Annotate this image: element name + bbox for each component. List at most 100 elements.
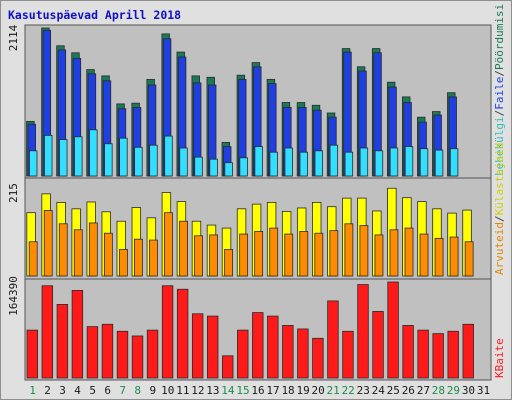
bar-kbaite	[206, 315, 219, 379]
bar-lehekulgi	[254, 146, 263, 177]
bar-kbaite	[387, 281, 399, 379]
x-tick-label: 14	[221, 384, 235, 397]
bar-lehekulgi	[104, 143, 113, 177]
bar-arvuteid	[239, 233, 249, 277]
bar-kbaite	[282, 325, 294, 379]
bar-lehekulgi	[329, 144, 339, 177]
bar-arvuteid	[449, 236, 459, 277]
bar-arvuteid	[464, 241, 474, 277]
bar-arvuteid	[374, 234, 384, 277]
bar-lehekulgi	[89, 129, 98, 177]
x-tick-label: 6	[104, 384, 111, 397]
bar-lehekulgi	[59, 139, 68, 177]
bar-lehekulgi	[404, 146, 414, 177]
x-tick-label: 30	[462, 384, 475, 397]
panel-pages	[24, 24, 492, 179]
bar-lehekulgi	[284, 147, 293, 177]
svg-text:Lehekülgi/Faile/Pöördumisi: Lehekülgi/Faile/Pöördumisi	[493, 4, 506, 176]
legend-visitors: Arvuteid/Külastajaid	[493, 143, 506, 275]
bar-kbaite	[101, 323, 114, 379]
legend-separator: /	[493, 110, 506, 117]
bar-kbaite	[146, 329, 159, 379]
legend-faile: Faile	[493, 77, 506, 110]
bar-arvuteid	[284, 233, 294, 277]
x-tick-label: 20	[312, 384, 325, 397]
bar-lehekulgi	[224, 162, 233, 177]
bar-lehekulgi	[119, 137, 128, 177]
bar-lehekulgi	[179, 147, 188, 177]
bar-kbaite	[41, 285, 54, 379]
bar-lehekulgi	[344, 151, 354, 177]
legend-arvuteid: Arvuteid	[493, 222, 506, 275]
bar-kbaite	[267, 315, 279, 379]
bar-lehekulgi	[389, 147, 399, 177]
legend-lehekulgi: Lehekülgi	[493, 116, 506, 176]
bar-lehekulgi	[164, 135, 173, 177]
bar-lehekulgi	[359, 147, 369, 177]
bar-lehekulgi	[374, 150, 384, 177]
bar-arvuteid	[269, 227, 279, 277]
bar-arvuteid	[359, 225, 369, 277]
legend-separator: /	[493, 70, 506, 77]
bar-lehekulgi	[149, 144, 158, 177]
bar-arvuteid	[419, 233, 429, 277]
bar-kbaite	[432, 333, 444, 379]
x-tick-label: 28	[432, 384, 445, 397]
x-tick-label: 21	[327, 384, 340, 397]
bar-arvuteid	[224, 249, 234, 277]
x-tick-label: 2	[44, 384, 51, 397]
legend-pages: Lehekülgi/Faile/Pöördumisi	[493, 4, 506, 176]
bar-lehekulgi	[28, 150, 38, 177]
bar-kbaite	[462, 323, 474, 379]
bar-lehekulgi	[434, 149, 444, 177]
bar-kbaite	[176, 288, 189, 379]
bar-arvuteid	[73, 229, 83, 277]
bar-kbaite	[342, 330, 354, 379]
x-tick-label: 9	[149, 384, 156, 397]
bar-lehekulgi	[299, 151, 308, 177]
bar-kbaite	[327, 300, 339, 379]
x-tick-label: 11	[176, 384, 189, 397]
bar-arvuteid	[254, 231, 264, 277]
bar-arvuteid	[404, 227, 414, 277]
bar-lehekulgi	[269, 151, 278, 177]
bar-kbaite	[252, 312, 264, 379]
bar-arvuteid	[329, 230, 339, 277]
bar-kbaite	[447, 330, 459, 379]
x-tick-label: 31	[477, 384, 490, 397]
legend-poordumisi: Pöördumisi	[493, 4, 506, 70]
x-tick-label: 5	[89, 384, 96, 397]
x-tick-label: 23	[357, 384, 370, 397]
bar-kbaite	[402, 325, 414, 379]
bar-arvuteid	[149, 239, 158, 277]
x-tick-label: 25	[387, 384, 400, 397]
bar-arvuteid	[194, 235, 203, 277]
x-tick-label: 8	[134, 384, 141, 397]
x-tick-label: 12	[191, 384, 204, 397]
y-tick-label-pages: 2114	[7, 24, 20, 51]
x-tick-label: 17	[266, 384, 279, 397]
bar-kbaite	[372, 311, 384, 379]
bar-kbaite	[222, 355, 234, 379]
bar-lehekulgi	[194, 156, 203, 177]
bar-lehekulgi	[209, 158, 218, 177]
bar-lehekulgi	[44, 134, 53, 177]
panel-kbytes	[24, 278, 492, 381]
bar-kbaite	[26, 329, 39, 379]
x-tick-label: 7	[119, 384, 126, 397]
bar-lehekulgi	[134, 146, 143, 177]
bar-arvuteid	[103, 232, 113, 277]
bar-lehekulgi	[314, 150, 324, 177]
y-tick-label-visitors: 215	[7, 183, 20, 203]
bar-lehekulgi	[419, 148, 429, 177]
x-tick-label: 22	[342, 384, 355, 397]
bar-arvuteid	[164, 212, 173, 277]
bar-arvuteid	[43, 210, 53, 277]
bar-arvuteid	[209, 234, 218, 277]
x-tick-label: 3	[59, 384, 66, 397]
x-tick-label: 29	[447, 384, 460, 397]
bar-kbaite	[116, 330, 129, 379]
x-tick-label: 24	[372, 384, 386, 397]
bar-arvuteid	[389, 229, 399, 277]
bar-arvuteid	[344, 223, 354, 277]
